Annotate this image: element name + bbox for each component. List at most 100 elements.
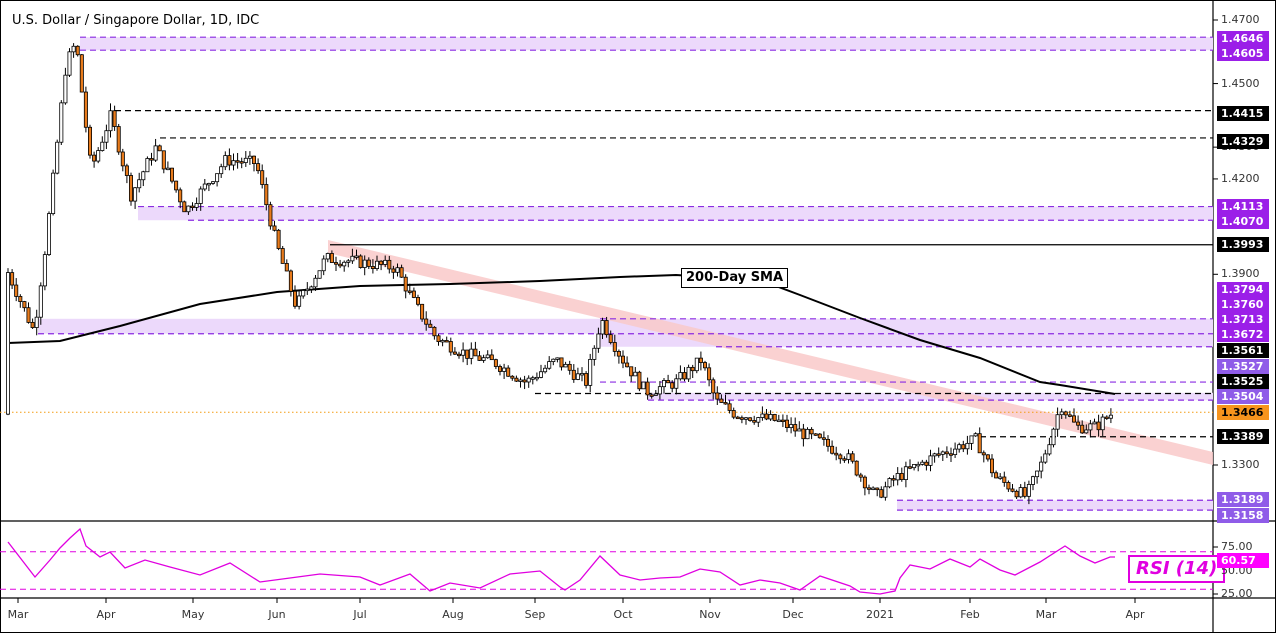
time-axis-label: Apr [96,608,116,621]
candle [128,175,133,202]
candle [469,348,474,359]
candle [1108,414,1113,419]
price-tick-label: 1.3900 [1221,267,1260,281]
price-tag: 1.4070 [1217,213,1269,229]
candle [891,478,896,481]
rsi-indicator-label[interactable]: RSI (14) [1128,555,1226,583]
candle [366,259,371,267]
candle [797,428,802,432]
candle [719,398,724,403]
price-tag: 1.4646 [1217,30,1269,46]
candle [333,262,338,265]
candle [321,258,326,272]
candle [887,478,892,488]
candle [420,303,425,320]
rsi-tick-label: 25.00 [1221,587,1253,600]
candle [120,151,125,167]
candle [1092,421,1097,425]
candle [953,448,958,456]
candle [567,363,572,371]
candle [678,372,683,380]
candle [1026,484,1031,497]
candle [858,474,863,478]
candle [522,379,527,383]
candle [596,333,601,349]
candle [801,428,806,440]
candle [178,189,183,203]
sma-200-path [7,273,1116,395]
candle [785,419,790,428]
candle [739,417,744,420]
candle [362,259,367,268]
candle [633,371,638,377]
candle [26,307,31,323]
candle [543,367,548,373]
price-tag: 1.3527 [1217,358,1269,374]
candle [920,461,925,465]
candle [428,323,433,328]
candle [481,357,486,361]
candle [219,166,224,175]
candle [1014,490,1019,498]
candle [305,288,310,292]
candle [264,184,269,206]
price-tag: 1.3158 [1217,507,1269,523]
price-tag: 1.3561 [1217,342,1269,358]
candle [141,171,146,181]
candle [748,417,753,421]
candle [161,150,166,170]
candle [92,154,97,162]
candle [465,349,470,359]
candle [297,295,302,307]
candle [977,433,982,454]
candle [272,225,277,231]
candle [760,413,765,418]
candle [444,340,449,343]
candle [584,373,589,386]
candle [867,487,872,490]
candle [764,413,769,420]
candle [686,366,691,380]
candle [928,455,933,466]
candle [112,110,117,127]
candle [793,424,798,432]
candle [510,375,515,379]
price-tag: 1.3672 [1217,326,1269,342]
time-axis-label: Oct [613,608,633,621]
horizontal-levels [0,36,1213,511]
candle [711,379,716,394]
candle [1100,416,1105,431]
candle [395,267,400,273]
candle [452,351,457,355]
candle [653,393,658,396]
candle [817,433,822,439]
candle [981,452,986,456]
candle [674,378,679,389]
candle [965,442,970,450]
candle [190,205,195,208]
candle [96,150,101,162]
candle [772,414,777,421]
candle [1039,461,1044,472]
candle [411,290,416,298]
candle [912,464,917,469]
candle [908,466,913,469]
candle [124,165,129,176]
candle [813,433,818,436]
candle [903,466,908,481]
candle [424,318,429,325]
zone [138,206,1213,221]
price-tag: 1.4605 [1217,45,1269,61]
price-tick-label: 1.4700 [1221,13,1260,26]
candle [206,182,211,186]
candle [67,51,72,76]
candle [932,453,937,457]
candle [354,255,359,258]
price-tag: 1.3794 [1217,281,1269,297]
candle [1002,476,1007,483]
candle [735,416,740,420]
candle [1043,453,1048,463]
candle [169,167,174,182]
candle [666,380,671,384]
